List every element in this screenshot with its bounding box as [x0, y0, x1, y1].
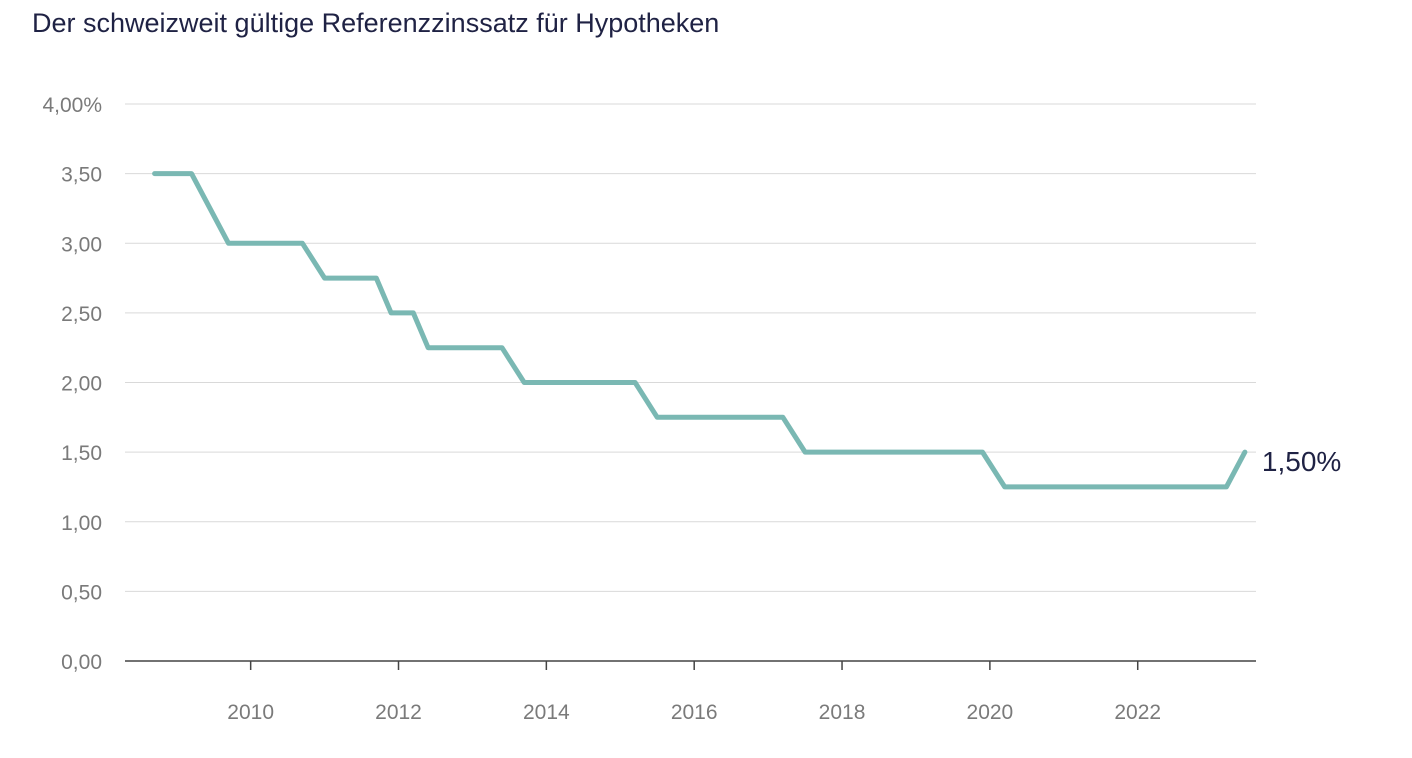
y-tick-label: 1,50 [61, 442, 102, 465]
series-group [152, 171, 1248, 490]
y-tick-label: 4,00% [42, 94, 102, 117]
x-tick-label: 2010 [227, 701, 274, 724]
end-value-label: 1,50% [1262, 446, 1341, 477]
x-tick-label: 2022 [1114, 701, 1161, 724]
x-tick-label: 2020 [967, 701, 1014, 724]
x-tick-label: 2016 [671, 701, 718, 724]
x-axis: 2010 2012 2014 2016 2018 2020 2022 [125, 660, 1256, 724]
y-tick-label: 1,00 [61, 512, 102, 535]
y-tick-label: 2,00 [61, 373, 102, 396]
chart-title: Der schweizweit gültige Referenzzinssatz… [32, 8, 720, 38]
y-tick-label: 0,00 [61, 651, 102, 674]
series-line [152, 171, 1248, 490]
x-tick-label: 2018 [819, 701, 866, 724]
x-tick-label: 2014 [523, 701, 570, 724]
grid-lines [125, 103, 1256, 592]
y-tick-label: 0,50 [61, 581, 102, 604]
y-tick-label: 2,50 [61, 303, 102, 326]
y-tick-label: 3,50 [61, 164, 102, 187]
y-tick-label: 3,00 [61, 233, 102, 256]
annotations: 1,50% [1262, 446, 1341, 477]
x-tick-label: 2012 [375, 701, 422, 724]
y-axis-ticks: 0,00 0,50 1,00 1,50 2,00 2,50 3,00 3,50 4,00% [42, 94, 102, 674]
